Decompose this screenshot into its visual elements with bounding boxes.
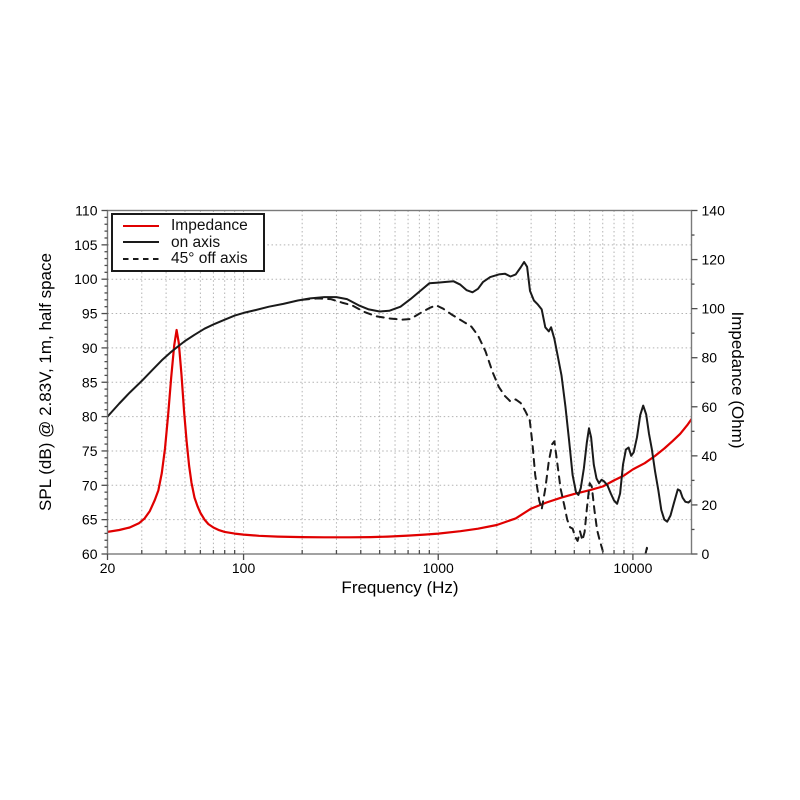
legend-label-impedance: Impedance [171,217,248,235]
x-axis-title-frequency: Frequency (Hz) [341,578,459,597]
x-tick-label: 100 [232,560,256,576]
y-left-tick-label: 75 [82,443,98,459]
impedance-line-sample-icon [123,225,159,228]
legend-label-on-axis: on axis [171,233,221,251]
y-axis-title-impedance: Impedance (Ohm) [728,311,747,449]
y-left-tick-label: 100 [74,271,98,287]
y-left-tick-label: 65 [82,512,98,528]
y-right-tick-label: 60 [702,399,718,415]
y-left-tick-label: 90 [82,340,98,356]
on-axis-line-sample-icon [123,241,159,244]
y-right-tick-label: 20 [702,497,718,513]
y-right-tick-label: 140 [702,203,726,219]
series-on-axis [107,261,692,523]
y-left-tick-label: 105 [74,237,98,253]
chart-legend: Impedance on axis 45° off axis [111,213,265,272]
legend-item-impedance: Impedance [121,218,263,234]
y-right-tick-label: 0 [702,546,710,562]
y-right-tick-label: 80 [702,350,718,366]
legend-item-on-axis: on axis [121,234,263,250]
x-tick-label: 20 [100,560,116,576]
x-tick-label: 10000 [613,560,652,576]
y-left-tick-label: 60 [82,546,98,562]
tick-labels: 20 100 1000 10000 60 65 70 75 80 85 90 95 100 105 110 0… [74,203,725,577]
series-45-off-axis [301,297,649,554]
y-right-tick-label: 40 [702,448,718,464]
y-left-tick-label: 110 [75,203,98,219]
x-tick-label: 1000 [423,560,454,576]
grid [107,210,692,554]
axis-ticks [101,209,698,560]
y-left-tick-label: 70 [82,477,98,493]
y-left-tick-label: 95 [82,306,98,322]
y-right-tick-label: 100 [702,301,726,317]
y-left-tick-label: 85 [82,374,98,390]
y-left-tick-label: 80 [82,409,98,425]
series-group [107,261,692,554]
series-impedance [107,328,692,539]
legend-item-45-off-axis: 45° off axis [121,251,263,267]
y-axis-title-spl: SPL (dB) @ 2.83V, 1m, half space [36,253,55,511]
legend-label-45-off-axis: 45° off axis [171,250,248,268]
y-right-tick-label: 120 [702,252,726,268]
off-axis-dashed-line-sample-icon [123,257,159,260]
